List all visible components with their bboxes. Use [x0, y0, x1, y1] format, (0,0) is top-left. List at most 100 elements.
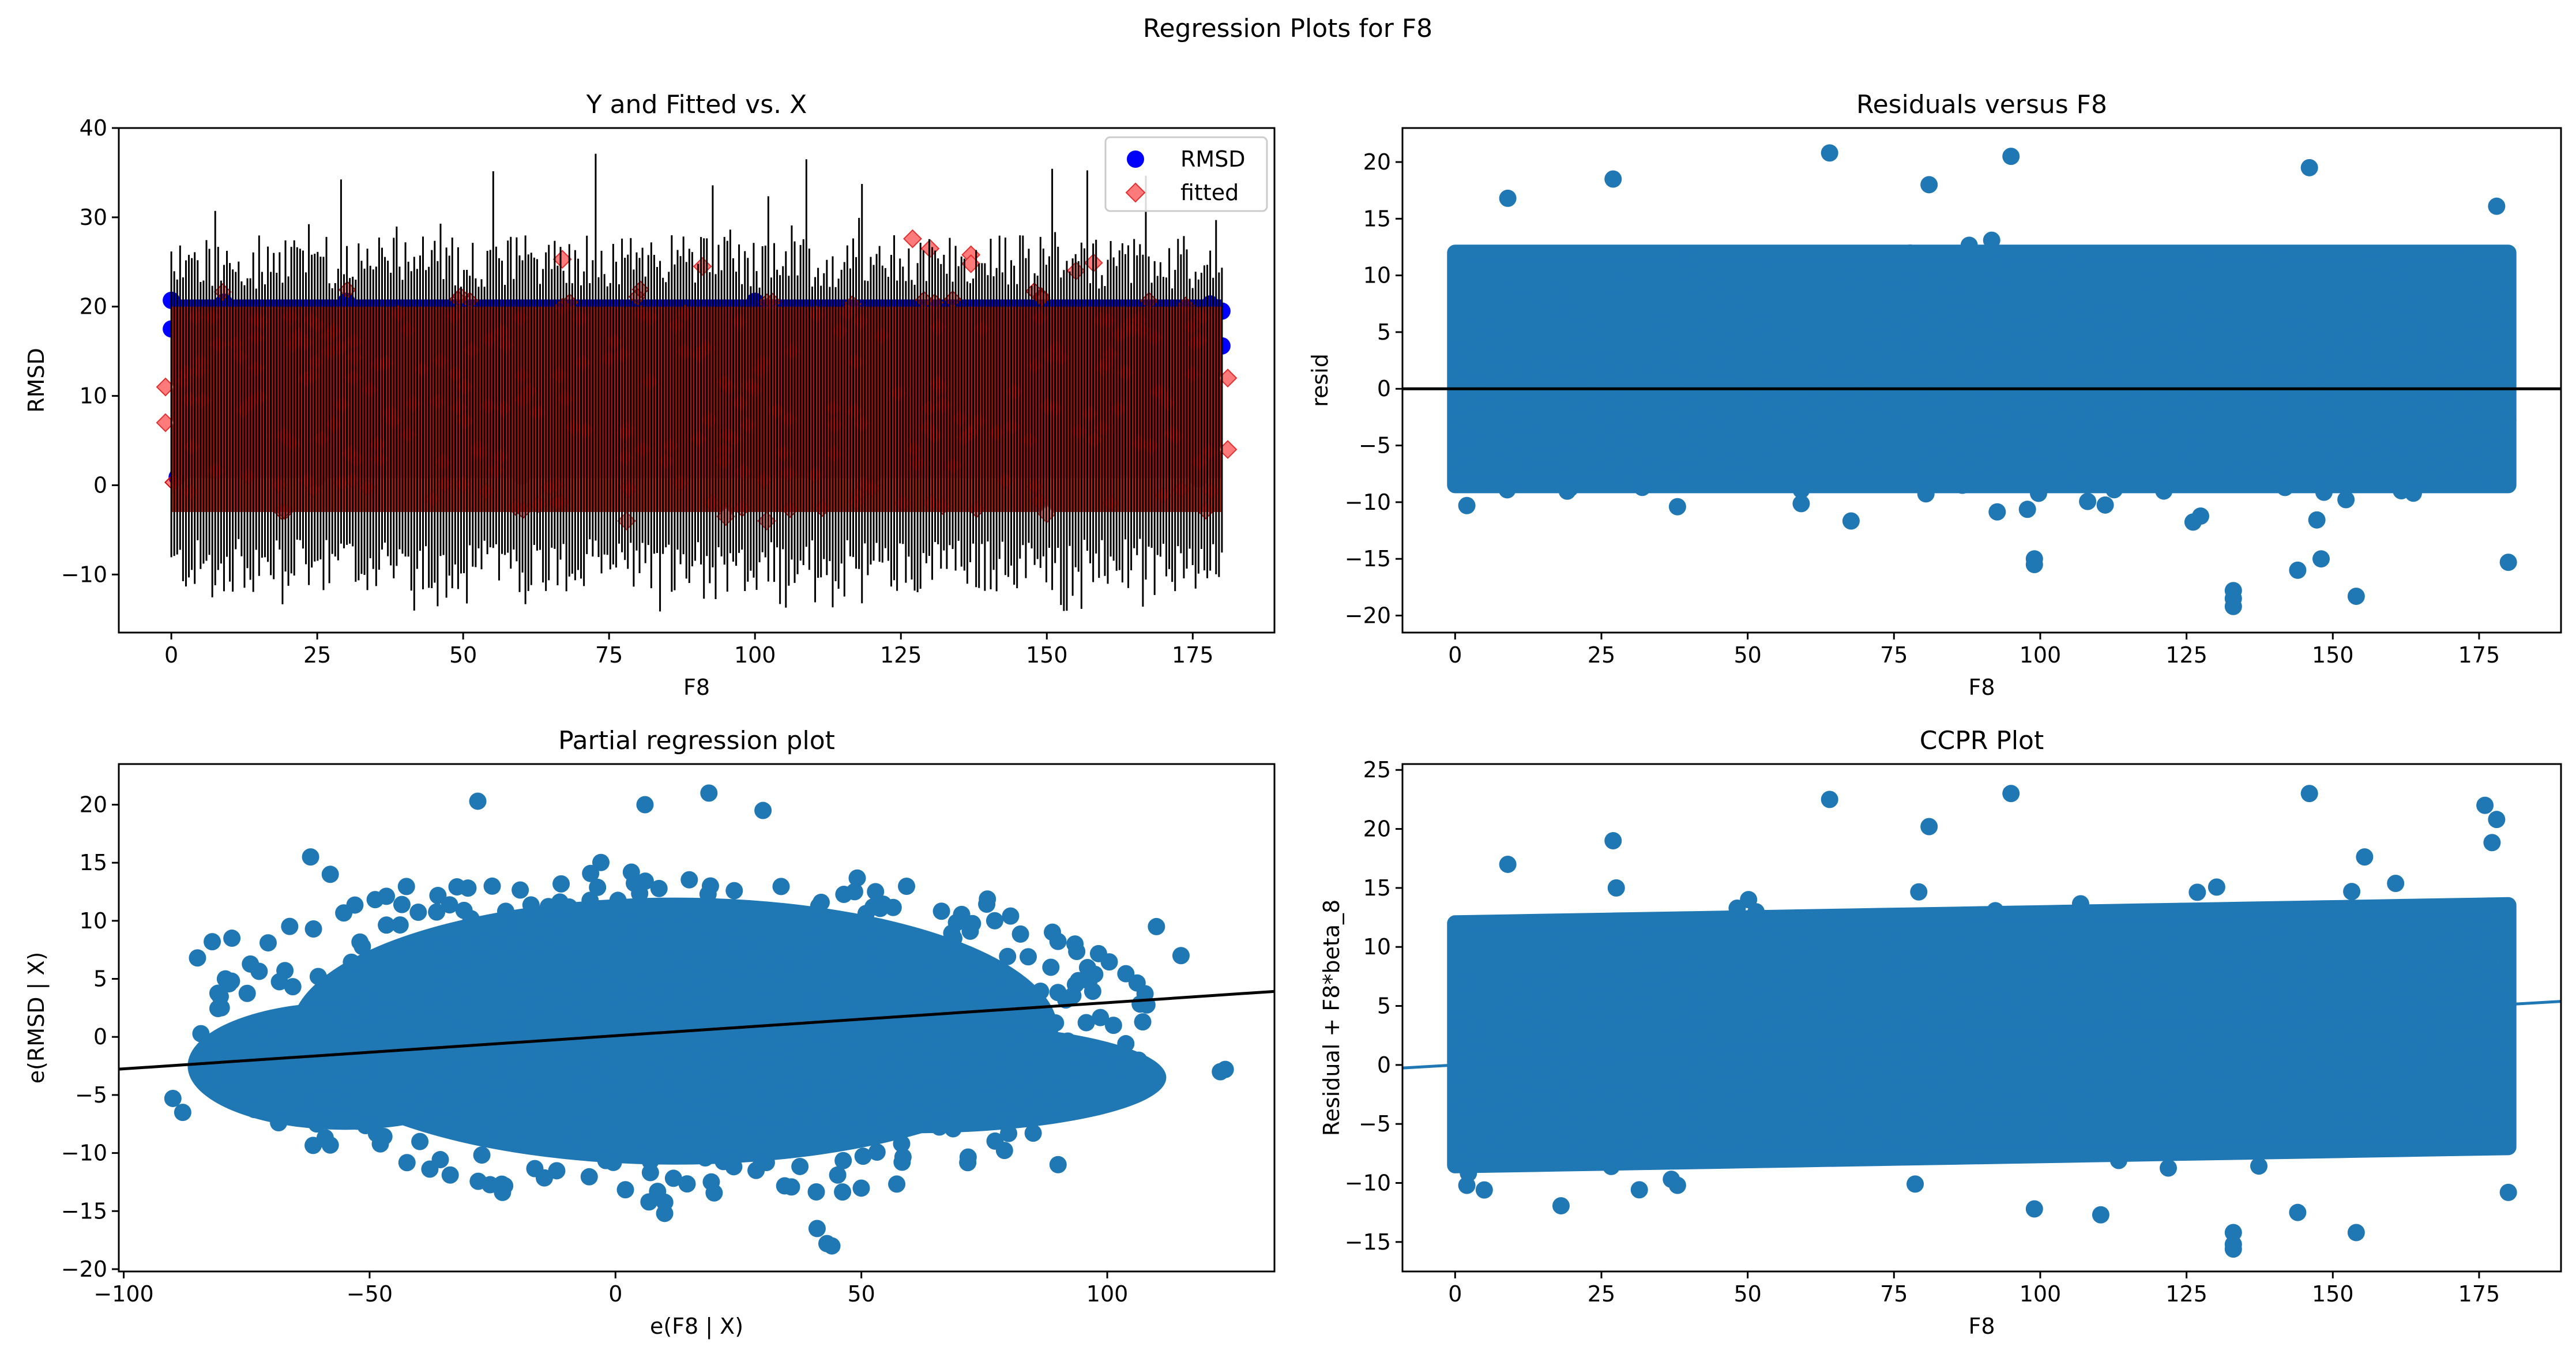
residual-point: [2402, 446, 2420, 464]
residual-point: [1679, 1011, 1697, 1029]
residual-point: [1590, 1007, 1608, 1025]
residual-point: [1451, 394, 1469, 412]
residual-point: [2484, 910, 2502, 928]
residual-point: [1757, 1018, 1774, 1036]
residual-point: [783, 1178, 800, 1196]
residual-point: [517, 1122, 535, 1139]
residual-point: [491, 1103, 509, 1120]
residual-point: [1587, 368, 1605, 386]
outlier-point: [2002, 785, 2020, 803]
residual-point: [582, 864, 600, 882]
residual-point: [681, 1137, 699, 1154]
residual-point: [1970, 456, 1988, 474]
residual-point: [1703, 1018, 1721, 1036]
outlier-point: [2347, 1224, 2365, 1241]
residual-point: [332, 1059, 349, 1077]
residual-point: [571, 1018, 589, 1036]
residual-point: [751, 1060, 769, 1078]
residual-point: [898, 877, 916, 895]
residual-point: [239, 1067, 257, 1085]
residual-point: [2478, 444, 2496, 462]
residual-point: [192, 1025, 210, 1043]
residual-point: [1630, 1181, 1648, 1199]
residual-point: [266, 1014, 284, 1032]
residual-point: [1131, 995, 1149, 1013]
residual-point: [1552, 1197, 1570, 1215]
residual-point: [855, 1067, 873, 1085]
residual-point: [238, 984, 256, 1002]
residual-point: [1869, 1029, 1887, 1047]
residual-point: [1603, 1083, 1620, 1101]
residual-point: [2456, 1085, 2474, 1103]
residual-point: [2165, 922, 2183, 940]
residual-point: [2167, 1114, 2184, 1132]
residual-point: [646, 921, 664, 939]
residual-point: [304, 920, 322, 938]
residual-point: [2308, 511, 2326, 529]
residual-point: [995, 1067, 1013, 1085]
residual-point: [828, 1072, 846, 1090]
residual-point: [2496, 430, 2514, 447]
residual-point: [2251, 402, 2269, 420]
residual-point: [772, 878, 790, 896]
x-tick-label: −50: [347, 1281, 393, 1307]
residual-point: [1987, 474, 2005, 492]
residual-point: [2440, 424, 2458, 442]
residual-point: [1607, 879, 1625, 897]
residual-point: [841, 1128, 859, 1146]
residual-point: [735, 1054, 753, 1071]
residual-point: [2146, 1109, 2164, 1127]
residual-point: [2383, 1028, 2401, 1046]
residual-point: [642, 1065, 660, 1083]
residual-point: [1555, 1086, 1573, 1104]
y-tick-label: 20: [1363, 817, 1391, 842]
residual-point: [530, 996, 548, 1014]
residual-point: [1880, 1073, 1898, 1090]
residual-point: [1785, 389, 1803, 407]
residual-point: [2266, 247, 2284, 265]
residual-point: [1697, 321, 1714, 339]
y-tick-label: −10: [61, 1141, 107, 1166]
residual-point: [2419, 468, 2437, 486]
residual-point: [1474, 435, 1492, 453]
residual-point: [2377, 1060, 2395, 1078]
residual-point: [1581, 1076, 1599, 1094]
residual-point: [1130, 1051, 1148, 1069]
residual-point: [1950, 1007, 1968, 1025]
residual-point: [1072, 1039, 1090, 1056]
residual-point: [1602, 412, 1620, 430]
residual-point: [640, 1015, 657, 1033]
residual-point: [592, 853, 610, 871]
residual-point: [1713, 289, 1731, 307]
residual-point: [448, 1072, 466, 1090]
outlier-point: [1668, 1176, 1686, 1194]
residual-point: [1896, 954, 1913, 972]
residual-point: [1687, 426, 1705, 443]
fitted-point: [903, 229, 922, 249]
residual-point: [1703, 268, 1721, 286]
outlier-point: [2347, 588, 2365, 605]
residual-point: [1032, 983, 1050, 1000]
axes-frame: [118, 763, 1276, 1273]
residual-point: [609, 891, 627, 909]
residual-point: [2273, 445, 2291, 462]
residual-point: [823, 975, 841, 992]
residual-point: [2454, 930, 2472, 948]
residual-point: [1897, 461, 1915, 479]
residual-point: [1802, 367, 1820, 385]
residual-point: [1843, 423, 1861, 441]
legend-frame: [1104, 136, 1268, 212]
residual-point: [2109, 1152, 2127, 1169]
outlier-point: [754, 802, 772, 819]
residual-point: [1555, 452, 1573, 469]
residual-point: [886, 1115, 904, 1133]
residual-point: [1842, 512, 1860, 530]
residual-point: [2396, 330, 2414, 348]
residual-point: [1792, 495, 1810, 513]
residual-point: [1937, 1087, 1955, 1105]
residual-point: [1840, 356, 1858, 374]
residual-point: [2250, 936, 2267, 954]
residual-point: [1617, 472, 1635, 490]
residual-point: [2045, 266, 2063, 284]
residual-point: [2077, 361, 2094, 379]
